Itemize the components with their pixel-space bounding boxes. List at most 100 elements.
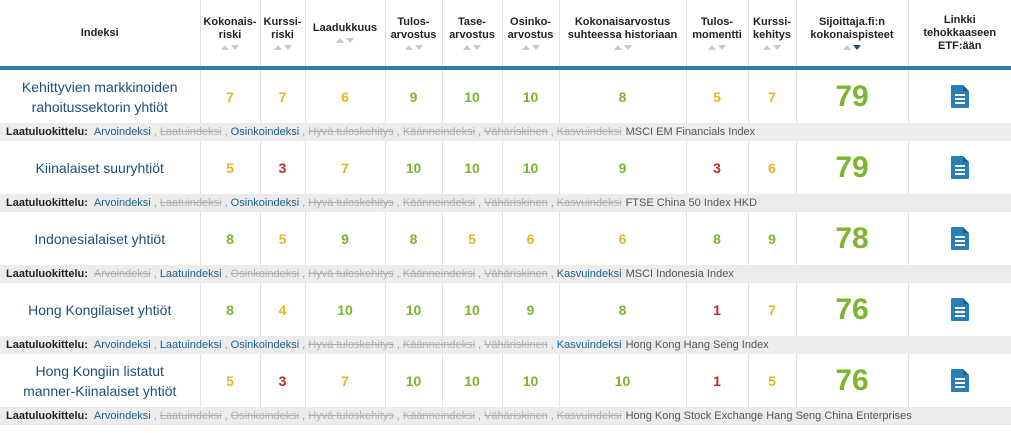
classification-cell: Laatuluokittelu: Arvoindeksi, Laatuindeksi…: [0, 336, 1011, 354]
sort-arrows-icon[interactable]: [799, 44, 906, 51]
column-header-3[interactable]: Laadukkuus: [305, 0, 386, 66]
index-name-cell[interactable]: Kiinalaiset suuryhtiöt: [0, 141, 201, 194]
tag-separator: ,: [478, 410, 482, 422]
table-row: Hong Kongiin listatut manner-Kiinalaiset …: [0, 354, 1011, 407]
score-cell: 3: [686, 141, 749, 194]
sort-arrows-icon[interactable]: [505, 44, 557, 51]
classification-tag[interactable]: Arvoindeksi: [93, 197, 151, 209]
column-header-10[interactable]: Sijoittaja.fi:n kokonaispisteet: [796, 0, 909, 66]
score-cell: 3: [260, 141, 306, 194]
classification-tag[interactable]: Laatuindeksi: [159, 268, 222, 280]
classification-tag[interactable]: Osinkoindeksi: [230, 126, 300, 138]
tag-separator: ,: [478, 339, 482, 351]
index-name-line[interactable]: Kiinalaiset suuryhtiöt: [35, 159, 164, 176]
index-name-line[interactable]: Kehittyvien markkinoiden: [21, 78, 178, 95]
index-name-cell[interactable]: Kehittyvien markkinoiden rahoitussektorin…: [0, 70, 201, 123]
classification-tag[interactable]: Arvoindeksi: [93, 410, 151, 422]
index-name-cell[interactable]: Hong Kongiin listatut manner-Kiinalaiset …: [0, 354, 201, 407]
sort-arrows-icon[interactable]: [562, 44, 684, 51]
tag-separator: ,: [550, 410, 554, 422]
document-icon[interactable]: [950, 156, 969, 179]
classification-tag: Arvoindeksi: [93, 268, 151, 280]
sort-arrows-icon[interactable]: [203, 44, 258, 51]
score-cell: 7: [260, 70, 306, 123]
document-icon[interactable]: [950, 369, 969, 392]
sort-descending-icon[interactable]: [346, 38, 354, 43]
sort-ascending-icon[interactable]: [463, 44, 471, 50]
classification-tag: Laatuindeksi: [159, 410, 222, 422]
classification-tag[interactable]: Arvoindeksi: [93, 339, 151, 351]
benchmark-index-name: Hong Kong Stock Exchange Hang Seng China…: [625, 410, 912, 422]
sort-arrows-icon[interactable]: [751, 44, 794, 51]
benchmark-index-name: MSCI Indonesia Index: [625, 268, 734, 280]
index-name-line[interactable]: Hong Kongilaiset yhtiöt: [28, 301, 172, 318]
sort-ascending-icon[interactable]: [763, 44, 771, 50]
score-cell: 10: [502, 70, 560, 123]
score-cell: 8: [385, 212, 443, 265]
classification-tag[interactable]: Osinkoindeksi: [230, 197, 300, 209]
sort-ascending-icon[interactable]: [708, 44, 716, 50]
sort-ascending-icon[interactable]: [221, 44, 229, 50]
column-header-label: Tase-arvostus: [449, 15, 495, 41]
column-header-label: Laadukkuus: [312, 22, 378, 34]
sort-descending-icon[interactable]: [773, 44, 781, 50]
sort-arrows-icon[interactable]: [388, 44, 440, 51]
sort-descending-icon[interactable]: [718, 44, 726, 50]
sort-arrows-icon[interactable]: [689, 44, 746, 51]
sort-ascending-icon[interactable]: [613, 44, 622, 50]
sort-arrows-icon[interactable]: [445, 44, 500, 51]
score-cell: 9: [748, 212, 797, 265]
document-icon[interactable]: [950, 227, 969, 250]
score-cell: 1: [686, 354, 749, 407]
index-name-line[interactable]: Indonesialaiset yhtiöt: [34, 230, 166, 247]
sort-descending-icon[interactable]: [414, 44, 423, 50]
column-header-2[interactable]: Kurssi-riski: [260, 0, 306, 66]
total-score-cell: 76: [796, 283, 909, 336]
sort-ascending-icon[interactable]: [336, 38, 344, 43]
classification-tag: Kasvuindeksi: [556, 126, 622, 138]
sort-arrows-icon[interactable]: [263, 44, 303, 51]
classification-tag[interactable]: Laatuindeksi: [159, 339, 222, 351]
column-header-7[interactable]: Kokonaisarvostus suhteessa historiaan: [559, 0, 687, 66]
column-header-5[interactable]: Tase-arvostus: [442, 0, 503, 66]
classification-cell: Laatuluokittelu: Arvoindeksi, Laatuindeksi…: [0, 194, 1011, 212]
document-icon[interactable]: [950, 298, 969, 321]
sort-arrows-icon[interactable]: [308, 38, 383, 44]
column-header-6[interactable]: Osinko-arvostus: [502, 0, 560, 66]
classification-tag[interactable]: Osinkoindeksi: [230, 339, 300, 351]
index-name-cell[interactable]: Hong Kongilaiset yhtiöt: [0, 283, 201, 336]
sort-ascending-icon[interactable]: [843, 44, 851, 50]
classification-tag: Hyvä tuloskehitys: [308, 126, 394, 138]
column-header-4[interactable]: Tulos-arvostus: [385, 0, 443, 66]
score-cell: 10: [442, 141, 503, 194]
total-score-cell: 78: [796, 212, 909, 265]
classification-cell: Laatuluokittelu: Arvoindeksi, Laatuindeksi…: [0, 407, 1011, 425]
tag-separator: ,: [550, 197, 554, 209]
sort-ascending-icon[interactable]: [521, 44, 530, 50]
sort-descending-icon[interactable]: [853, 44, 861, 50]
sort-ascending-icon[interactable]: [404, 44, 413, 50]
index-name-line[interactable]: manner-Kiinalaiset yhtiöt: [23, 382, 177, 399]
column-header-8[interactable]: Tulos-momentti: [686, 0, 749, 66]
classification-tag[interactable]: Arvoindeksi: [93, 126, 151, 138]
tag-separator: ,: [550, 126, 554, 138]
sort-descending-icon[interactable]: [231, 44, 239, 50]
column-header-1[interactable]: Kokonais-riski: [200, 0, 261, 66]
classification-tag: Vähäriskinen: [484, 197, 548, 209]
index-name-line[interactable]: Hong Kongiin listatut: [35, 362, 164, 379]
sort-descending-icon[interactable]: [531, 44, 540, 50]
classification-tag[interactable]: Kasvuindeksi: [556, 339, 622, 351]
sort-descending-icon[interactable]: [623, 44, 632, 50]
sort-ascending-icon[interactable]: [273, 44, 282, 50]
column-header-9[interactable]: Kurssi-kehitys: [748, 0, 797, 66]
sort-descending-icon[interactable]: [473, 44, 481, 50]
tag-separator: ,: [153, 268, 157, 280]
document-icon[interactable]: [950, 85, 969, 108]
index-name-cell[interactable]: Indonesialaiset yhtiöt: [0, 212, 201, 265]
classification-label: Laatuluokittelu:: [6, 268, 88, 280]
sort-descending-icon[interactable]: [283, 44, 292, 50]
index-name-line[interactable]: rahoitussektorin yhtiöt: [31, 98, 168, 115]
column-header-0: Indeksi: [0, 0, 201, 66]
tag-separator: ,: [478, 268, 482, 280]
classification-tag[interactable]: Kasvuindeksi: [556, 268, 622, 280]
